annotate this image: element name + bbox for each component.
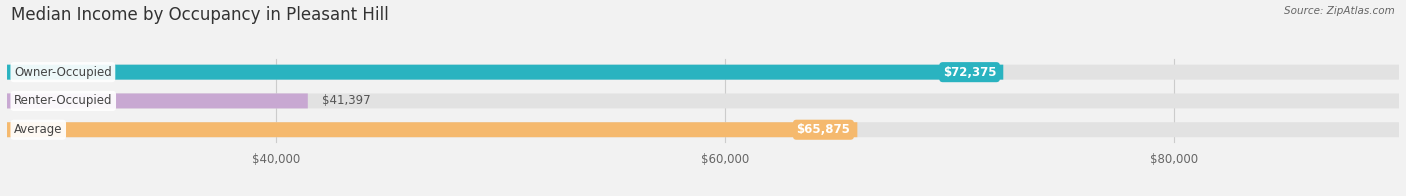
Text: $65,875: $65,875 [797,123,851,136]
FancyBboxPatch shape [7,122,858,137]
Text: $41,397: $41,397 [322,94,370,107]
FancyBboxPatch shape [7,65,1004,80]
FancyBboxPatch shape [7,122,1399,137]
Text: Median Income by Occupancy in Pleasant Hill: Median Income by Occupancy in Pleasant H… [11,6,389,24]
FancyBboxPatch shape [7,93,1399,108]
Text: Owner-Occupied: Owner-Occupied [14,66,111,79]
Text: $72,375: $72,375 [943,66,997,79]
FancyBboxPatch shape [7,93,308,108]
Text: Source: ZipAtlas.com: Source: ZipAtlas.com [1284,6,1395,16]
Text: Average: Average [14,123,62,136]
FancyBboxPatch shape [7,65,1399,80]
Text: Renter-Occupied: Renter-Occupied [14,94,112,107]
